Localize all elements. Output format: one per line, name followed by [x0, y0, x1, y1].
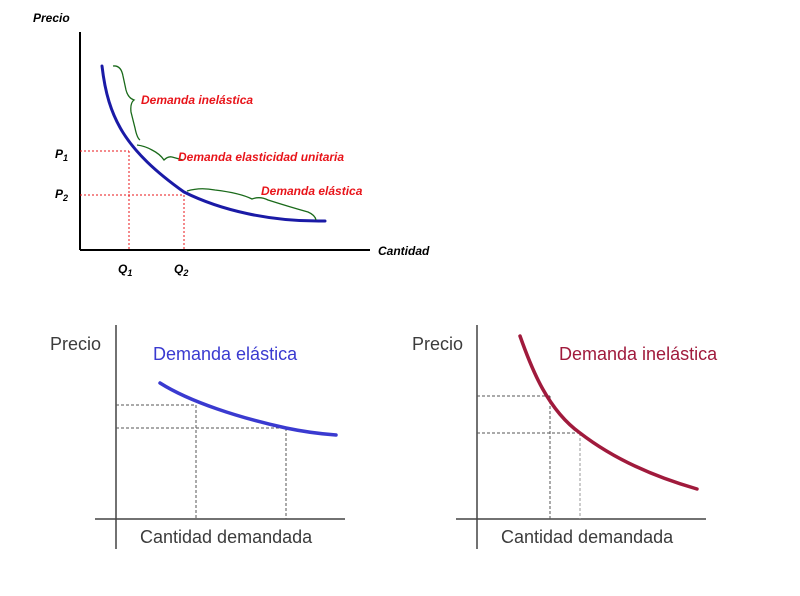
q2-label: Q2 — [174, 262, 188, 278]
top-braces — [112, 65, 317, 221]
left-y-axis-label: Precio — [50, 334, 101, 354]
top-demand-curve — [100, 64, 327, 223]
left-diagram: Precio Cantidad demandada Demanda elásti… — [50, 325, 345, 549]
annotation-elastic: Demanda elástica — [261, 184, 363, 198]
right-guide-lines — [477, 395, 581, 519]
right-diagram: Precio Cantidad demandada Demanda inelás… — [412, 325, 718, 549]
left-title: Demanda elástica — [153, 344, 298, 364]
brace-inelastic — [112, 65, 141, 141]
brace-unitary — [136, 144, 184, 162]
right-x-axis-label: Cantidad demandada — [501, 527, 674, 547]
right-demand-curve — [518, 334, 699, 491]
p1-label: P1 — [55, 147, 68, 163]
p2-label: P2 — [55, 187, 68, 203]
left-x-axis-label: Cantidad demandada — [140, 527, 313, 547]
brace-elastic — [186, 188, 317, 221]
left-demand-curve — [158, 381, 338, 437]
left-guide-lines — [116, 404, 287, 519]
right-title: Demanda inelástica — [559, 344, 718, 364]
q1-label: Q1 — [118, 262, 132, 278]
top-guide-lines — [80, 150, 185, 250]
right-y-axis-label: Precio — [412, 334, 463, 354]
top-diagram: Precio Cantidad P1 P2 Q1 Q2 — [33, 11, 430, 278]
annotation-inelastic: Demanda inelástica — [141, 93, 253, 107]
top-y-axis-label: Precio — [33, 11, 70, 25]
top-x-axis-label: Cantidad — [378, 244, 430, 258]
annotation-unitary: Demanda elasticidad unitaria — [178, 150, 344, 164]
